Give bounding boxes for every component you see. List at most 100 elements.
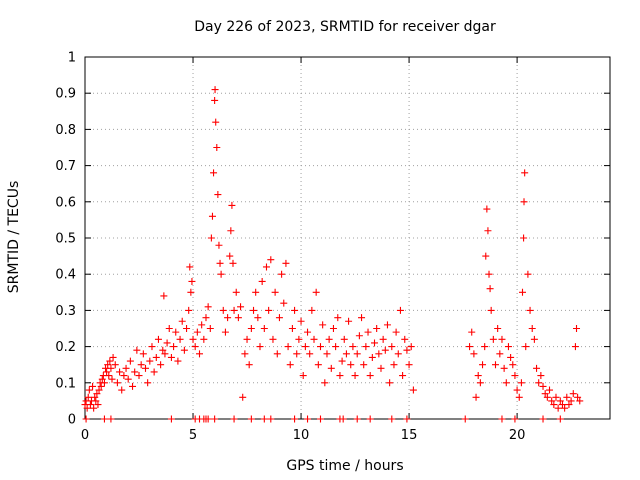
data-point xyxy=(90,404,98,412)
data-point xyxy=(284,343,292,351)
data-point xyxy=(93,390,101,398)
data-point xyxy=(489,335,497,343)
data-point xyxy=(193,328,201,336)
data-point xyxy=(520,234,528,242)
data-point xyxy=(353,350,361,358)
data-point xyxy=(530,335,538,343)
data-point xyxy=(325,335,333,343)
data-point xyxy=(215,241,223,249)
data-point xyxy=(227,227,235,235)
data-point xyxy=(345,317,353,325)
data-point xyxy=(334,314,342,322)
data-point xyxy=(250,306,258,314)
data-point xyxy=(482,252,490,260)
data-point xyxy=(152,353,160,361)
data-point xyxy=(362,343,370,351)
data-point xyxy=(401,335,409,343)
data-point xyxy=(481,343,489,351)
y-tick-label: 0.6 xyxy=(55,195,76,210)
data-point xyxy=(338,357,346,365)
data-point xyxy=(491,361,499,369)
data-point xyxy=(211,415,219,423)
data-point xyxy=(232,288,240,296)
data-point xyxy=(537,372,545,380)
data-point xyxy=(206,325,214,332)
data-points xyxy=(81,86,584,423)
data-point xyxy=(366,372,374,380)
data-point xyxy=(511,372,519,380)
data-point xyxy=(219,306,227,314)
data-point xyxy=(561,404,569,412)
data-point xyxy=(388,343,396,351)
data-point xyxy=(221,328,229,336)
data-point xyxy=(483,205,491,213)
data-point xyxy=(528,325,536,332)
data-point xyxy=(351,372,359,380)
data-point xyxy=(105,372,113,380)
data-point xyxy=(269,335,277,343)
data-point xyxy=(502,379,510,387)
data-point xyxy=(131,368,139,376)
data-point xyxy=(256,343,264,351)
data-point xyxy=(146,357,154,365)
data-point xyxy=(306,350,314,358)
data-point xyxy=(399,372,407,380)
data-point xyxy=(375,350,383,358)
data-point xyxy=(396,306,404,314)
data-point xyxy=(308,306,316,314)
data-point xyxy=(92,397,100,405)
data-point xyxy=(211,86,219,94)
data-point xyxy=(291,415,299,423)
data-point xyxy=(500,364,508,372)
data-point xyxy=(336,372,344,380)
data-point xyxy=(137,361,145,369)
y-tick-label: 0.2 xyxy=(55,340,76,355)
data-point xyxy=(82,415,90,423)
data-point xyxy=(327,364,335,372)
data-point xyxy=(364,328,372,336)
data-point xyxy=(394,350,402,358)
data-point xyxy=(496,350,504,358)
data-point xyxy=(291,306,299,314)
x-tick-label: 10 xyxy=(293,428,310,443)
data-point xyxy=(339,415,347,423)
data-point xyxy=(254,314,262,322)
data-point xyxy=(524,270,532,278)
data-point xyxy=(403,346,411,354)
data-point xyxy=(241,350,249,358)
data-point xyxy=(474,372,482,380)
data-point xyxy=(94,401,102,409)
data-point xyxy=(97,382,105,390)
data-point xyxy=(312,288,320,296)
data-point xyxy=(383,321,391,329)
data-point xyxy=(304,415,312,423)
data-point xyxy=(565,401,573,409)
data-point xyxy=(224,314,232,322)
data-point xyxy=(407,343,415,351)
data-point xyxy=(100,415,108,423)
data-point xyxy=(513,386,521,394)
data-point xyxy=(124,375,132,383)
data-point xyxy=(161,350,169,358)
data-point xyxy=(95,386,103,394)
data-point xyxy=(484,227,492,235)
data-point xyxy=(563,393,571,401)
data-point xyxy=(109,353,117,361)
data-point xyxy=(511,415,519,423)
data-point xyxy=(245,361,253,369)
data-point xyxy=(204,303,212,311)
data-point xyxy=(533,364,541,372)
y-tick-label: 1 xyxy=(68,51,76,66)
data-point xyxy=(200,335,208,343)
data-point xyxy=(160,292,168,300)
data-point xyxy=(178,317,186,325)
data-point xyxy=(207,234,215,242)
data-point xyxy=(379,335,387,343)
data-point xyxy=(377,364,385,372)
data-point xyxy=(154,335,162,343)
data-point xyxy=(103,368,111,376)
plot-frame xyxy=(84,56,611,420)
data-point xyxy=(368,353,376,361)
y-tick-label: 0 xyxy=(68,413,76,428)
